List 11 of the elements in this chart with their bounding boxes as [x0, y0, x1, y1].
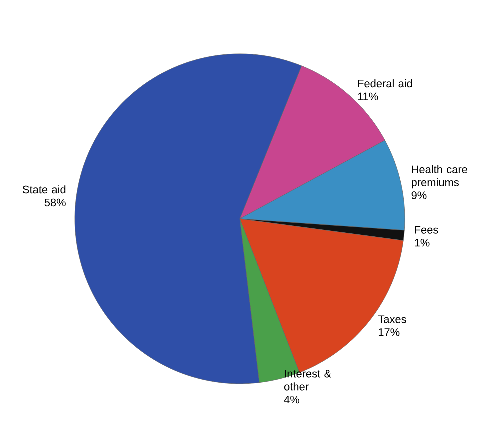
data-label: 17%	[378, 328, 400, 336]
slice-label: State aid	[22, 186, 66, 194]
slice-label: Health care premiums	[412, 165, 468, 189]
slice-label: Taxes	[378, 316, 406, 324]
data-label: 9%	[412, 192, 427, 200]
data-label: 58%	[44, 198, 66, 207]
slice-label: Federal aid	[358, 80, 412, 88]
data-label: 4%	[284, 396, 300, 404]
slice-label: Fees	[415, 226, 438, 234]
data-label: 1%	[415, 239, 430, 247]
data-label: 11%	[358, 92, 378, 100]
